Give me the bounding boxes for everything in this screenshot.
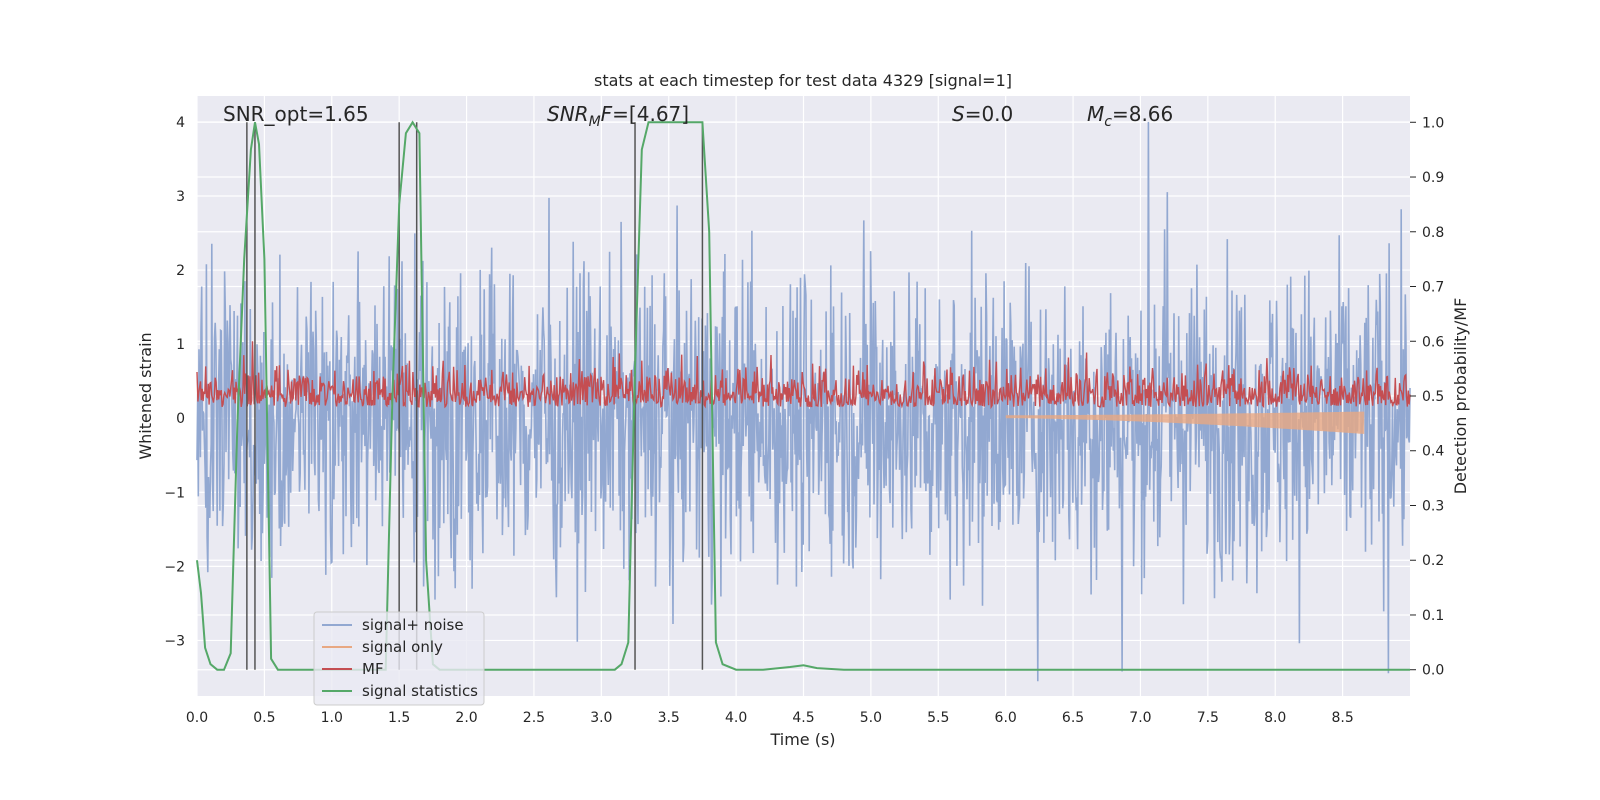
x-tick-label: 6.5 (1062, 710, 1084, 726)
y-tick-label-right: 0.0 (1422, 663, 1444, 679)
legend-label-signal-statistics: signal statistics (362, 682, 478, 700)
x-tick-label: 4.0 (725, 710, 747, 726)
y-tick-label-left: −1 (164, 485, 185, 501)
legend: signal+ noise signal only MF signal stat… (313, 611, 485, 706)
x-tick-label: 5.5 (927, 710, 949, 726)
legend-label-signal-only: signal only (362, 638, 443, 656)
x-tick-label: 0.5 (253, 710, 275, 726)
y-ticks-left: −3 −2 −1 0 1 2 3 4 (164, 115, 185, 650)
y-tick-label-right: 0.9 (1422, 170, 1444, 186)
legend-label-mf: MF (362, 660, 384, 678)
x-tick-label: 7.0 (1129, 710, 1151, 726)
y-tick-label-right: 0.6 (1422, 334, 1444, 350)
x-ticks: 0.0 0.5 1.0 1.5 2.0 2.5 3.0 3.5 4.0 4.5 5.0 5.5 6.0 6… (186, 710, 1354, 726)
y-tick-label-left: 3 (176, 189, 185, 205)
x-tick-label: 6.0 (995, 710, 1017, 726)
chart-title: stats at each timestep for test data 432… (594, 71, 1012, 90)
x-tick-label: 7.5 (1197, 710, 1219, 726)
y-tick-label-right: 0.1 (1422, 608, 1444, 624)
x-tick-label: 0.0 (186, 710, 208, 726)
y-tick-label-left: 0 (176, 411, 185, 427)
x-tick-label: 3.0 (590, 710, 612, 726)
x-axis-label: Time (s) (769, 730, 835, 749)
legend-box (313, 611, 485, 706)
annotation-snr-mf: SNRMF=[4.67] (547, 102, 689, 130)
x-tick-label: 2.0 (455, 710, 477, 726)
y-tick-label-right: 0.8 (1422, 225, 1444, 241)
y-tick-label-right: 1.0 (1422, 115, 1444, 131)
signal-only-band (1005, 411, 1365, 434)
y-axis-label-left: Whitened strain (136, 332, 155, 459)
signal-only-series (1005, 411, 1365, 434)
y-tick-label-left: −3 (164, 633, 185, 649)
y-tick-label-right: 0.3 (1422, 498, 1444, 514)
y-tick-label-left: 4 (176, 115, 185, 131)
y-tick-label-right: 0.7 (1422, 280, 1444, 296)
y-tick-label-right: 0.5 (1422, 389, 1444, 405)
x-tick-label: 3.5 (658, 710, 680, 726)
y-tick-label-left: −2 (164, 559, 185, 575)
x-tick-label: 5.0 (860, 710, 882, 726)
y-ticks-right: 0.0 0.1 0.2 0.3 0.4 0.5 0.6 0.7 0.8 0.9 1.0 (1410, 115, 1444, 679)
x-tick-label: 2.5 (523, 710, 545, 726)
y-tick-label-right: 0.4 (1422, 444, 1444, 460)
x-tick-label: 1.0 (321, 710, 343, 726)
x-tick-label: 4.5 (792, 710, 814, 726)
annotation-snr-opt: SNR_opt=1.65 (223, 102, 369, 126)
annotation-mc: Mc=8.66 (1087, 102, 1173, 130)
annotation-s: S=0.0 (952, 102, 1013, 126)
x-tick-label: 8.5 (1331, 710, 1353, 726)
legend-label-signal-noise: signal+ noise (362, 616, 464, 634)
y-tick-label-left: 1 (176, 337, 185, 353)
y-axis-label-right: Detection probability/MF (1451, 298, 1470, 495)
y-tick-label-left: 2 (176, 263, 185, 279)
x-tick-label: 1.5 (388, 710, 410, 726)
x-tick-label: 8.0 (1264, 710, 1286, 726)
y-tick-label-right: 0.2 (1422, 553, 1444, 569)
